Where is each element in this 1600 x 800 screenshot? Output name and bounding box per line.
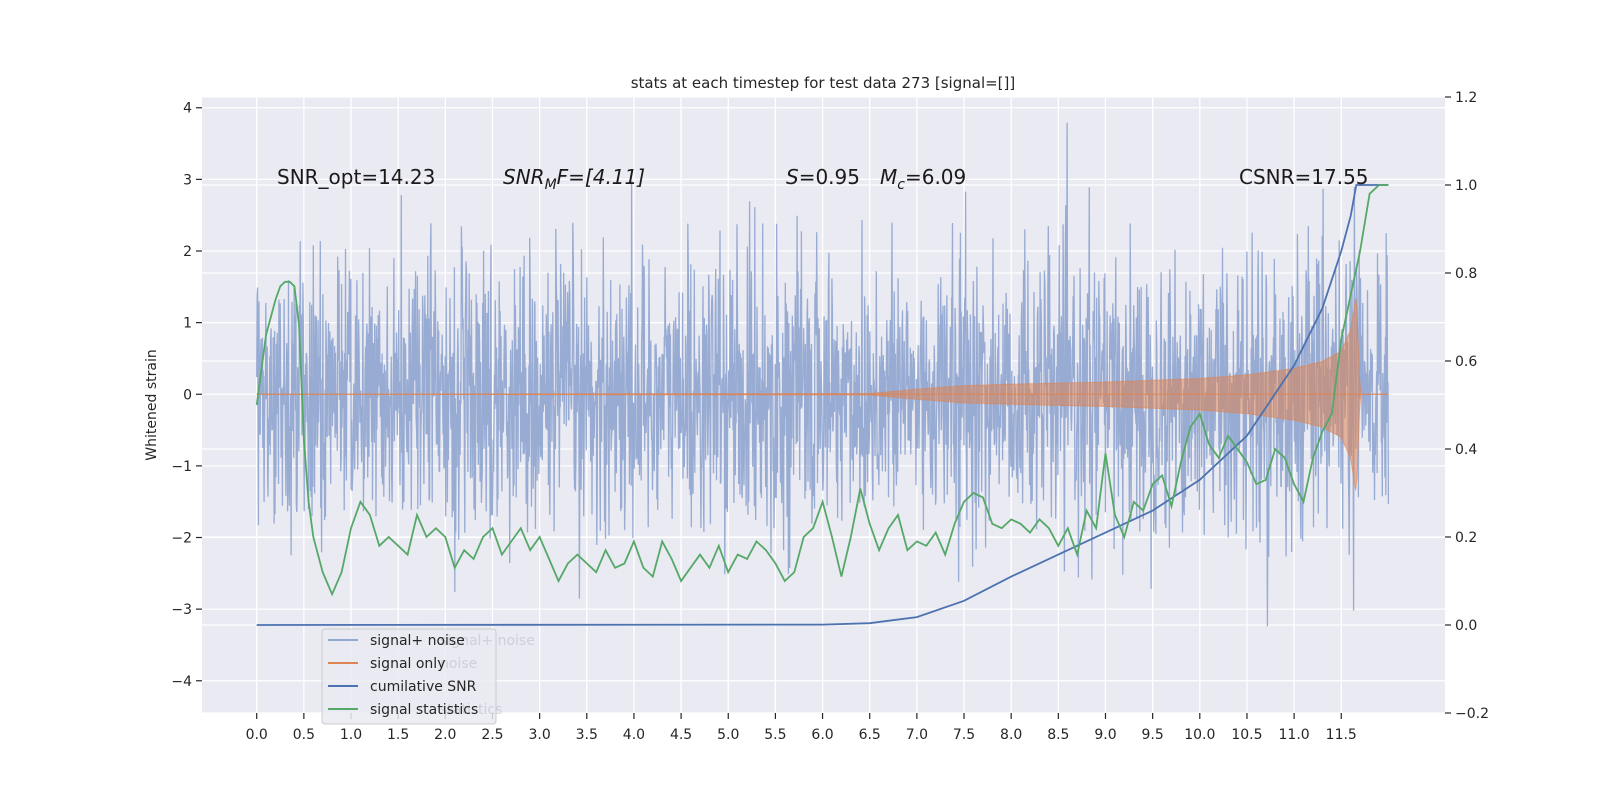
- x-tick-label: 7.0: [906, 727, 928, 743]
- x-tick-label: 3.5: [576, 727, 598, 743]
- x-tick-label: 8.5: [1047, 727, 1069, 743]
- right-tick-label: 0.6: [1455, 354, 1477, 370]
- annotation-s: S=0.95: [786, 165, 860, 189]
- left-tick-label: 0: [183, 387, 192, 403]
- signal-statistics-line: [255, 184, 1389, 597]
- x-tick-label: 2.5: [481, 727, 503, 743]
- legend-label: cumilative SNR: [370, 679, 477, 695]
- x-tick-label: 1.5: [387, 727, 409, 743]
- x-tick-label: 4.0: [623, 727, 645, 743]
- left-tick-label: −2: [171, 531, 192, 547]
- x-tick-label: 11.5: [1326, 727, 1357, 743]
- cumulative-snr-line: [256, 184, 1389, 626]
- right-tick-label: 0.0: [1455, 618, 1477, 634]
- x-tick-label: 1.0: [340, 727, 362, 743]
- x-tick-label: 9.0: [1094, 727, 1116, 743]
- x-tick-label: 3.0: [528, 727, 550, 743]
- left-axis-ticks: −4 −3 −2 −1 0 1 2 3 4: [171, 101, 202, 690]
- annotation-mc: Mc=6.09: [880, 165, 966, 193]
- chart-title: stats at each timestep for test data 273…: [631, 74, 1016, 92]
- x-tick-label: 10.5: [1231, 727, 1262, 743]
- x-tick-label: 11.0: [1279, 727, 1310, 743]
- y-axis-label: Whitened strain: [144, 349, 160, 460]
- left-tick-label: −4: [171, 674, 192, 690]
- right-axis-ticks: −0.2 0.0 0.2 0.4 0.6 0.8 1.0 1.2: [1445, 90, 1489, 722]
- annotation-snr-mf: SNRMF=[4.11]: [503, 165, 645, 193]
- x-tick-label: 8.0: [1000, 727, 1022, 743]
- annotation-snr-opt: SNR_opt=14.23: [277, 165, 435, 189]
- left-tick-label: 1: [183, 316, 192, 332]
- left-tick-label: 3: [183, 172, 192, 188]
- signal-statistics-series: [255, 184, 1389, 597]
- left-tick-label: 2: [183, 244, 192, 260]
- x-tick-label: 0.0: [246, 727, 268, 743]
- legend-label: signal only: [370, 656, 445, 672]
- legend-label: signal statistics: [370, 702, 478, 718]
- right-tick-label: −0.2: [1455, 706, 1489, 722]
- right-tick-label: 0.8: [1455, 266, 1477, 282]
- x-tick-label: 2.0: [434, 727, 456, 743]
- cumulative-snr-series: [256, 184, 1389, 626]
- legend-label: signal+ noise: [370, 633, 465, 649]
- left-tick-label: 4: [183, 101, 192, 117]
- signal-only-series: [256, 297, 1389, 491]
- left-tick-label: −3: [171, 602, 192, 618]
- signal-noise-series: [256, 122, 1390, 627]
- left-tick-label: −1: [171, 459, 192, 475]
- signal-noise-line: [256, 122, 1390, 627]
- x-tick-label: 6.5: [859, 727, 881, 743]
- legend-ghost-text: statistics: [440, 702, 502, 718]
- x-axis-ticks: 0.0 0.5 1.0 1.5 2.0 2.5 3.0 3.5 4.0 4.5 5.0 5.5 6.0 6…: [246, 713, 1357, 743]
- x-tick-label: 6.0: [811, 727, 833, 743]
- x-tick-label: 9.5: [1142, 727, 1164, 743]
- x-tick-label: 10.0: [1184, 727, 1215, 743]
- right-tick-label: 1.2: [1455, 90, 1477, 106]
- right-tick-label: 0.2: [1455, 530, 1477, 546]
- x-tick-label: 4.5: [670, 727, 692, 743]
- legend-ghost-text: signal+ noise: [440, 633, 535, 649]
- x-tick-label: 0.5: [293, 727, 315, 743]
- x-tick-label: 7.5: [953, 727, 975, 743]
- right-tick-label: 1.0: [1455, 178, 1477, 194]
- legend-box: [321, 628, 497, 725]
- legend-ghost-text: noise: [440, 656, 477, 672]
- x-tick-label: 5.0: [717, 727, 739, 743]
- right-tick-label: 0.4: [1455, 442, 1477, 458]
- x-tick-label: 5.5: [764, 727, 786, 743]
- annotation-csnr: CSNR=17.55: [1239, 165, 1369, 189]
